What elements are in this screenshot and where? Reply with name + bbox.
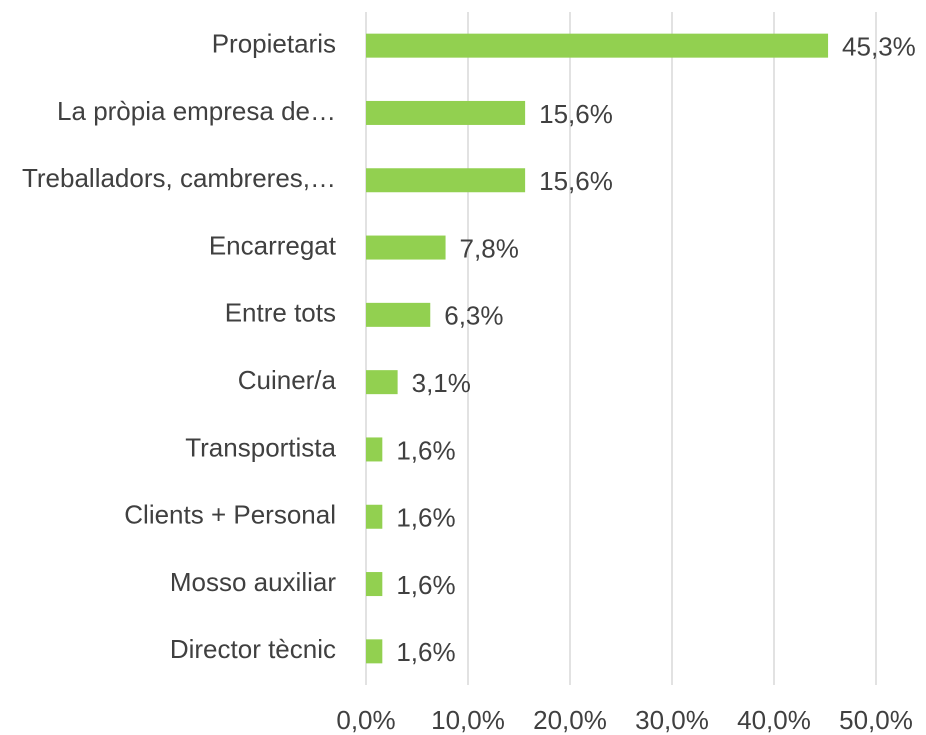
x-tick-label: 50,0% [839,705,913,735]
y-tick-label: Propietaris [212,29,336,59]
bar [366,572,383,597]
data-label: 15,6% [539,166,613,196]
y-tick-label: Clients + Personal [124,500,336,530]
bar [366,235,446,260]
x-tick-label: 40,0% [737,705,811,735]
data-label: 1,6% [396,570,455,600]
y-tick-label: Transportista [185,432,336,462]
data-label: 1,6% [396,637,455,667]
bar [366,639,383,664]
bar [366,33,829,58]
bar [366,100,526,125]
bar [366,302,431,327]
data-label: 7,8% [460,233,519,263]
y-tick-label: Treballadors, cambreres,… [22,163,336,193]
y-tick-label: Encarregat [209,230,337,260]
y-tick-label: Director tècnic [170,634,336,664]
y-tick-label: La pròpia empresa de… [57,96,336,126]
data-label: 3,1% [412,368,471,398]
x-tick-label: 30,0% [635,705,709,735]
bar [366,437,383,462]
bar [366,504,383,529]
bar [366,370,398,395]
data-label: 1,6% [396,435,455,465]
data-label: 15,6% [539,99,613,129]
y-tick-label: Mosso auxiliar [170,567,337,597]
y-tick-label: Entre tots [225,298,336,328]
x-tick-label: 10,0% [431,705,505,735]
data-label: 6,3% [444,301,503,331]
data-label: 1,6% [396,503,455,533]
y-tick-label: Cuiner/a [238,365,337,395]
x-tick-label: 20,0% [533,705,607,735]
data-label: 45,3% [842,32,916,62]
bar [366,168,526,193]
x-tick-label: 0,0% [336,705,395,735]
